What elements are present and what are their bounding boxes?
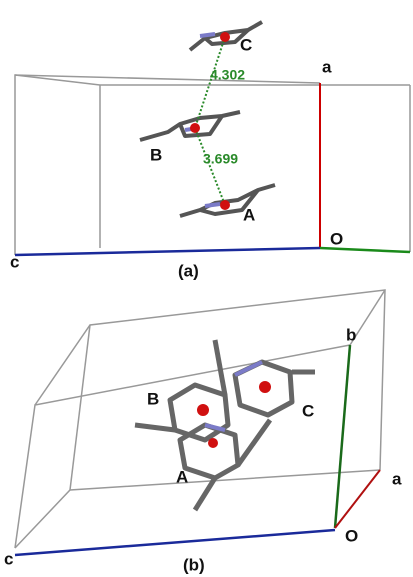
figure: C B A 4.302 3.699 a O c (a) xyxy=(0,0,413,577)
centroid xyxy=(197,404,209,416)
centroid xyxy=(220,200,230,210)
panel-caption: (a) xyxy=(178,261,199,280)
centroid xyxy=(220,32,230,42)
axis-label: c xyxy=(10,252,19,271)
axis-label: a xyxy=(392,469,402,488)
axis-a xyxy=(335,470,380,528)
molecule-label: C xyxy=(240,35,252,54)
centroid xyxy=(208,438,218,448)
axis-c xyxy=(15,248,320,255)
axis-label: b xyxy=(346,325,356,344)
distance-label: 3.699 xyxy=(203,151,238,167)
axis-b xyxy=(335,345,350,528)
axis-b xyxy=(320,248,410,252)
centroid xyxy=(259,381,271,393)
molecule-label: B xyxy=(147,389,159,408)
axis-label: O xyxy=(345,526,358,545)
panel-a: C B A 4.302 3.699 a O c (a) xyxy=(10,22,410,280)
molecule-b xyxy=(140,112,240,140)
molecule-label: B xyxy=(150,145,162,164)
cell-edge xyxy=(15,75,320,255)
panel-b: B C A b a O c (b) xyxy=(4,290,402,574)
panel-caption: (b) xyxy=(183,555,205,574)
axis-label: O xyxy=(330,229,343,248)
axis-label: c xyxy=(4,549,13,568)
distance-label: 4.302 xyxy=(210,67,245,83)
molecule-label: A xyxy=(243,205,255,224)
axis-c xyxy=(15,530,335,555)
axis-label: a xyxy=(322,57,332,76)
molecule-a xyxy=(180,185,275,216)
molecule-label: A xyxy=(176,467,188,486)
molecule-label: C xyxy=(302,401,314,420)
centroid xyxy=(190,123,200,133)
